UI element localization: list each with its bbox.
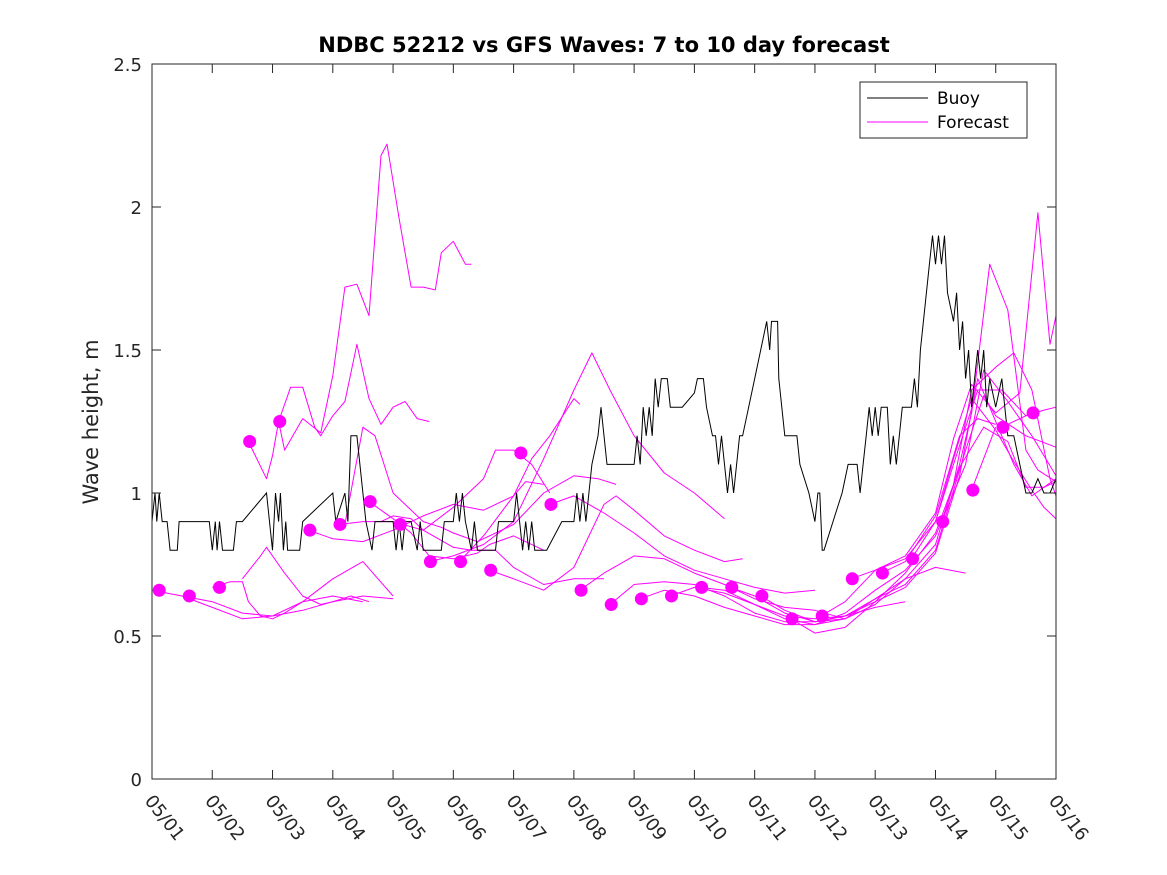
forecast-start-point: [303, 523, 317, 537]
forecast-line: [308, 481, 544, 543]
forecast-line: [459, 398, 581, 562]
legend: Buoy Forecast: [859, 81, 1028, 139]
forecast-line: [489, 495, 743, 591]
forecast-start-point: [574, 583, 588, 597]
forecast-markers: [152, 406, 1040, 626]
legend-buoy-label: Buoy: [937, 89, 980, 109]
forecast-line: [181, 561, 394, 620]
forecast-start-point: [634, 592, 648, 606]
forecast-start-point: [182, 589, 196, 603]
forecast-start-point: [363, 495, 377, 509]
forecast-start-point: [273, 415, 287, 428]
forecast-start-point: [544, 497, 558, 511]
chart-title: NDBC 52212 vs GFS Waves: 7 to 10 day for…: [318, 33, 889, 57]
y-tick-label: 1.5: [113, 341, 142, 362]
legend-box: [859, 81, 1028, 139]
y-tick-label: 2.5: [113, 55, 142, 76]
y-tick-label: 0: [131, 770, 142, 791]
plot-area: [151, 143, 1057, 634]
forecast-line: [429, 352, 725, 563]
forecast-start-point: [815, 609, 829, 623]
forecast-line: [579, 555, 846, 620]
forecast-start-point: [845, 572, 859, 586]
forecast-line: [880, 418, 996, 574]
forecast-start-point: [996, 420, 1010, 434]
y-tick-label: 2: [131, 198, 142, 219]
forecast-line: [609, 581, 906, 623]
forecast-start-point: [333, 517, 347, 531]
y-axis-ticks: 0 0.5 1 1.5 2 2.5: [113, 55, 1056, 791]
forecast-start-point: [725, 580, 739, 594]
forecast-start-point: [514, 446, 528, 460]
forecast-start-point: [1026, 406, 1040, 420]
axes-box: [151, 63, 1057, 780]
forecast-start-point: [212, 580, 226, 594]
forecast-line: [670, 369, 1057, 626]
forecast-line: [700, 395, 1057, 620]
forecast-start-point: [875, 566, 889, 580]
buoy-line: [151, 235, 1057, 551]
forecast-start-point: [393, 517, 407, 531]
forecast-start-point: [484, 563, 498, 577]
legend-forecast-label: Forecast: [937, 113, 1009, 133]
forecast-start-point: [755, 589, 769, 603]
y-tick-label: 1: [131, 484, 142, 505]
y-tick-label: 0.5: [113, 627, 142, 648]
forecast-line: [971, 427, 997, 491]
forecast-start-point: [454, 555, 468, 569]
forecast-start-point: [664, 589, 678, 603]
buoy-series: [151, 235, 1057, 551]
forecast-line: [247, 343, 430, 480]
forecast-start-point: [695, 580, 709, 594]
forecast-line: [344, 426, 617, 543]
y-axis-label: Wave height, m: [79, 339, 103, 504]
forecast-start-point: [152, 583, 166, 597]
forecast-start-point: [936, 515, 950, 529]
forecast-line: [549, 495, 815, 594]
forecast-start-point: [423, 555, 437, 569]
forecast-start-point: [785, 612, 799, 626]
forecast-line: [242, 546, 370, 605]
forecast-start-point: [604, 598, 618, 612]
forecast-line: [212, 581, 363, 620]
forecast-line: [910, 389, 1057, 560]
forecast-start-point: [966, 483, 980, 497]
forecast-start-point: [906, 552, 920, 566]
forecast-start-point: [243, 435, 257, 449]
forecast-line: [820, 398, 1057, 617]
forecast-line: [941, 426, 1057, 522]
forecast-line: [850, 212, 1057, 580]
forecast-line: [278, 143, 472, 451]
